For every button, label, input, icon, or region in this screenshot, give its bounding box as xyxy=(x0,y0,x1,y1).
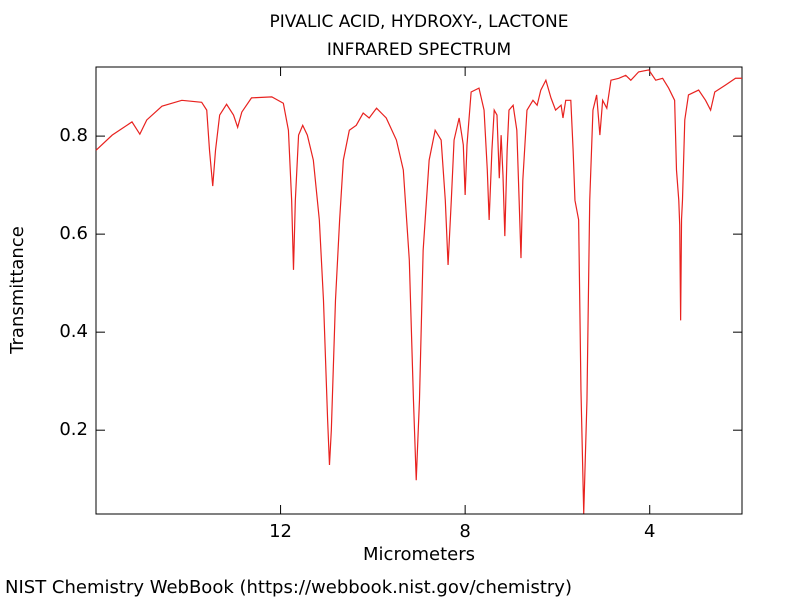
source-note: NIST Chemistry WebBook (https://webbook.… xyxy=(5,577,572,598)
x-tick-label: 12 xyxy=(269,521,292,542)
plot-frame xyxy=(95,66,743,515)
y-tick-label: 0.8 xyxy=(59,125,88,146)
x-tick-label: 4 xyxy=(644,521,655,542)
y-axis-label: Transmittance xyxy=(7,226,28,355)
spectrum-line xyxy=(95,69,742,514)
chart-title: PIVALIC ACID, HYDROXY-, LACTONE xyxy=(270,12,569,32)
y-tick-label: 0.4 xyxy=(59,321,88,342)
y-tick-label: 0.2 xyxy=(59,419,88,440)
y-tick-label: 0.6 xyxy=(59,223,88,244)
x-axis-label: Micrometers xyxy=(363,544,475,565)
chart-subtitle: INFRARED SPECTRUM xyxy=(327,40,511,60)
x-tick-label: 8 xyxy=(459,521,470,542)
